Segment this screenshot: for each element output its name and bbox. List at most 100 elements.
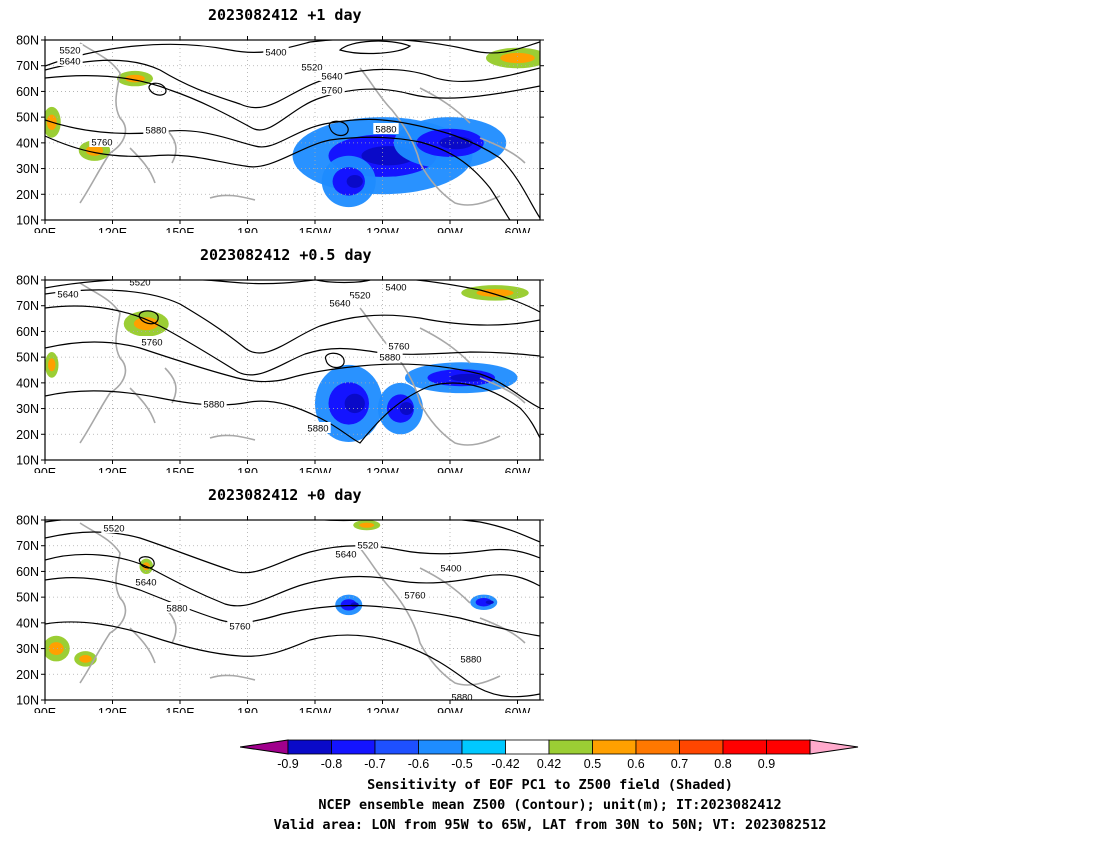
colorbar-box bbox=[548, 739, 593, 755]
positive-sensitivity-core bbox=[79, 655, 92, 663]
longitude-label: 180 bbox=[237, 226, 258, 233]
contour-label: 5640 bbox=[321, 72, 342, 83]
coastline bbox=[359, 307, 501, 446]
contour-label: 5640 bbox=[329, 299, 350, 310]
z500-contour bbox=[45, 577, 540, 637]
longitude-label: 120E bbox=[98, 466, 127, 473]
coastline bbox=[79, 42, 127, 204]
latitude-label: 10N bbox=[16, 694, 39, 708]
contour-label: 5640 bbox=[135, 578, 156, 589]
z500-contour bbox=[45, 531, 540, 574]
z500-contour bbox=[45, 341, 540, 409]
latitude-label: 30N bbox=[16, 642, 39, 656]
contour-label: 5880 bbox=[203, 400, 224, 411]
z500-contour bbox=[45, 280, 540, 313]
z500-contour bbox=[320, 520, 366, 522]
coastline bbox=[359, 547, 501, 686]
contour-label: 5400 bbox=[265, 48, 286, 59]
latitude-label: 80N bbox=[16, 34, 39, 48]
negative-sensitivity-peak bbox=[399, 402, 414, 415]
contour-label: 5760 bbox=[388, 342, 409, 353]
colorbar-tick-label: -0.7 bbox=[364, 757, 386, 771]
colorbar-box bbox=[374, 739, 419, 755]
colorbar-box bbox=[418, 739, 463, 755]
colorbar-tick-label: 0.7 bbox=[671, 757, 688, 771]
contour-label: 5520 bbox=[301, 63, 322, 74]
longitude-label: 150W bbox=[299, 226, 332, 233]
longitude-label: 150E bbox=[165, 466, 194, 473]
contour-label: 5760 bbox=[321, 86, 342, 97]
longitude-label: 60W bbox=[505, 706, 531, 713]
longitude-label: 120W bbox=[366, 706, 399, 713]
latitude-label: 60N bbox=[16, 85, 39, 99]
latitude-label: 60N bbox=[16, 565, 39, 579]
contour-label: 5880 bbox=[145, 126, 166, 137]
colorbar-tick-label: 0.6 bbox=[627, 757, 644, 771]
longitude-label: 180 bbox=[237, 466, 258, 473]
contour-label: 5880 bbox=[460, 655, 481, 666]
colorbar-box bbox=[635, 739, 680, 755]
latitude-label: 10N bbox=[16, 454, 39, 468]
latitude-label: 70N bbox=[16, 299, 39, 313]
coastline bbox=[209, 674, 256, 681]
z500-contour bbox=[45, 553, 540, 607]
colorbar-box bbox=[722, 739, 767, 755]
latitude-label: 20N bbox=[16, 428, 39, 442]
contour-label: 5880 bbox=[451, 693, 472, 704]
longitude-label: 60W bbox=[505, 226, 531, 233]
z500-contour bbox=[45, 621, 540, 698]
latitude-label: 80N bbox=[16, 514, 39, 528]
colorbar-tick-label: -0.5 bbox=[451, 757, 473, 771]
coastline bbox=[359, 67, 501, 206]
colorbar-box bbox=[505, 739, 550, 755]
negative-sensitivity-core bbox=[340, 599, 357, 611]
positive-sensitivity-core bbox=[48, 642, 64, 655]
colorbar-tick-label: -0.42 bbox=[491, 757, 520, 771]
panel-title-plus0: 2023082412 +0 day bbox=[208, 486, 362, 504]
z500-contour bbox=[45, 305, 540, 376]
latitude-label: 80N bbox=[16, 274, 39, 288]
latitude-label: 30N bbox=[16, 162, 39, 176]
latitude-label: 30N bbox=[16, 402, 39, 416]
positive-sensitivity-core bbox=[48, 358, 56, 372]
colorbar-box bbox=[461, 739, 506, 755]
coastline bbox=[129, 367, 177, 424]
z500-contour bbox=[324, 352, 345, 369]
negative-sensitivity-peak bbox=[450, 373, 485, 382]
colorbar-box bbox=[287, 739, 332, 755]
latitude-label: 10N bbox=[16, 214, 39, 228]
contour-label: 5400 bbox=[385, 283, 406, 294]
longitude-label: 150W bbox=[299, 706, 332, 713]
contour-label: 5880 bbox=[379, 353, 400, 364]
contour-label: 5640 bbox=[57, 290, 78, 301]
contour-label: 5760 bbox=[229, 622, 250, 633]
coastline bbox=[419, 327, 526, 404]
colorbar-box bbox=[331, 739, 376, 755]
z500-contour bbox=[45, 289, 540, 354]
contour-label: 5760 bbox=[141, 338, 162, 349]
contour-label: 5520 bbox=[59, 46, 80, 57]
latitude-label: 50N bbox=[16, 591, 39, 605]
negative-sensitivity-core bbox=[475, 598, 492, 607]
longitude-label: 60W bbox=[505, 466, 531, 473]
z500-contour bbox=[138, 556, 155, 569]
longitude-label: 90E bbox=[34, 226, 56, 233]
colorbar-tick-label: 0.42 bbox=[537, 757, 561, 771]
contour-label: 5520 bbox=[103, 524, 124, 535]
contour-label: 5520 bbox=[129, 278, 150, 289]
latitude-label: 60N bbox=[16, 325, 39, 339]
negative-sensitivity-peak bbox=[344, 393, 365, 414]
panel-title-plus05: 2023082412 +0.5 day bbox=[200, 246, 372, 264]
longitude-label: 120E bbox=[98, 706, 127, 713]
map-panel-plus0: 5520552056405640540058805760576058805880… bbox=[16, 514, 544, 713]
longitude-label: 90W bbox=[437, 226, 463, 233]
latitude-label: 50N bbox=[16, 351, 39, 365]
z500-contour bbox=[338, 40, 412, 55]
z500-contour bbox=[45, 40, 540, 67]
longitude-label: 90E bbox=[34, 466, 56, 473]
negative-sensitivity-peak bbox=[346, 175, 363, 188]
longitude-label: 120W bbox=[366, 226, 399, 233]
coastline bbox=[209, 434, 256, 441]
latitude-label: 40N bbox=[16, 376, 39, 390]
